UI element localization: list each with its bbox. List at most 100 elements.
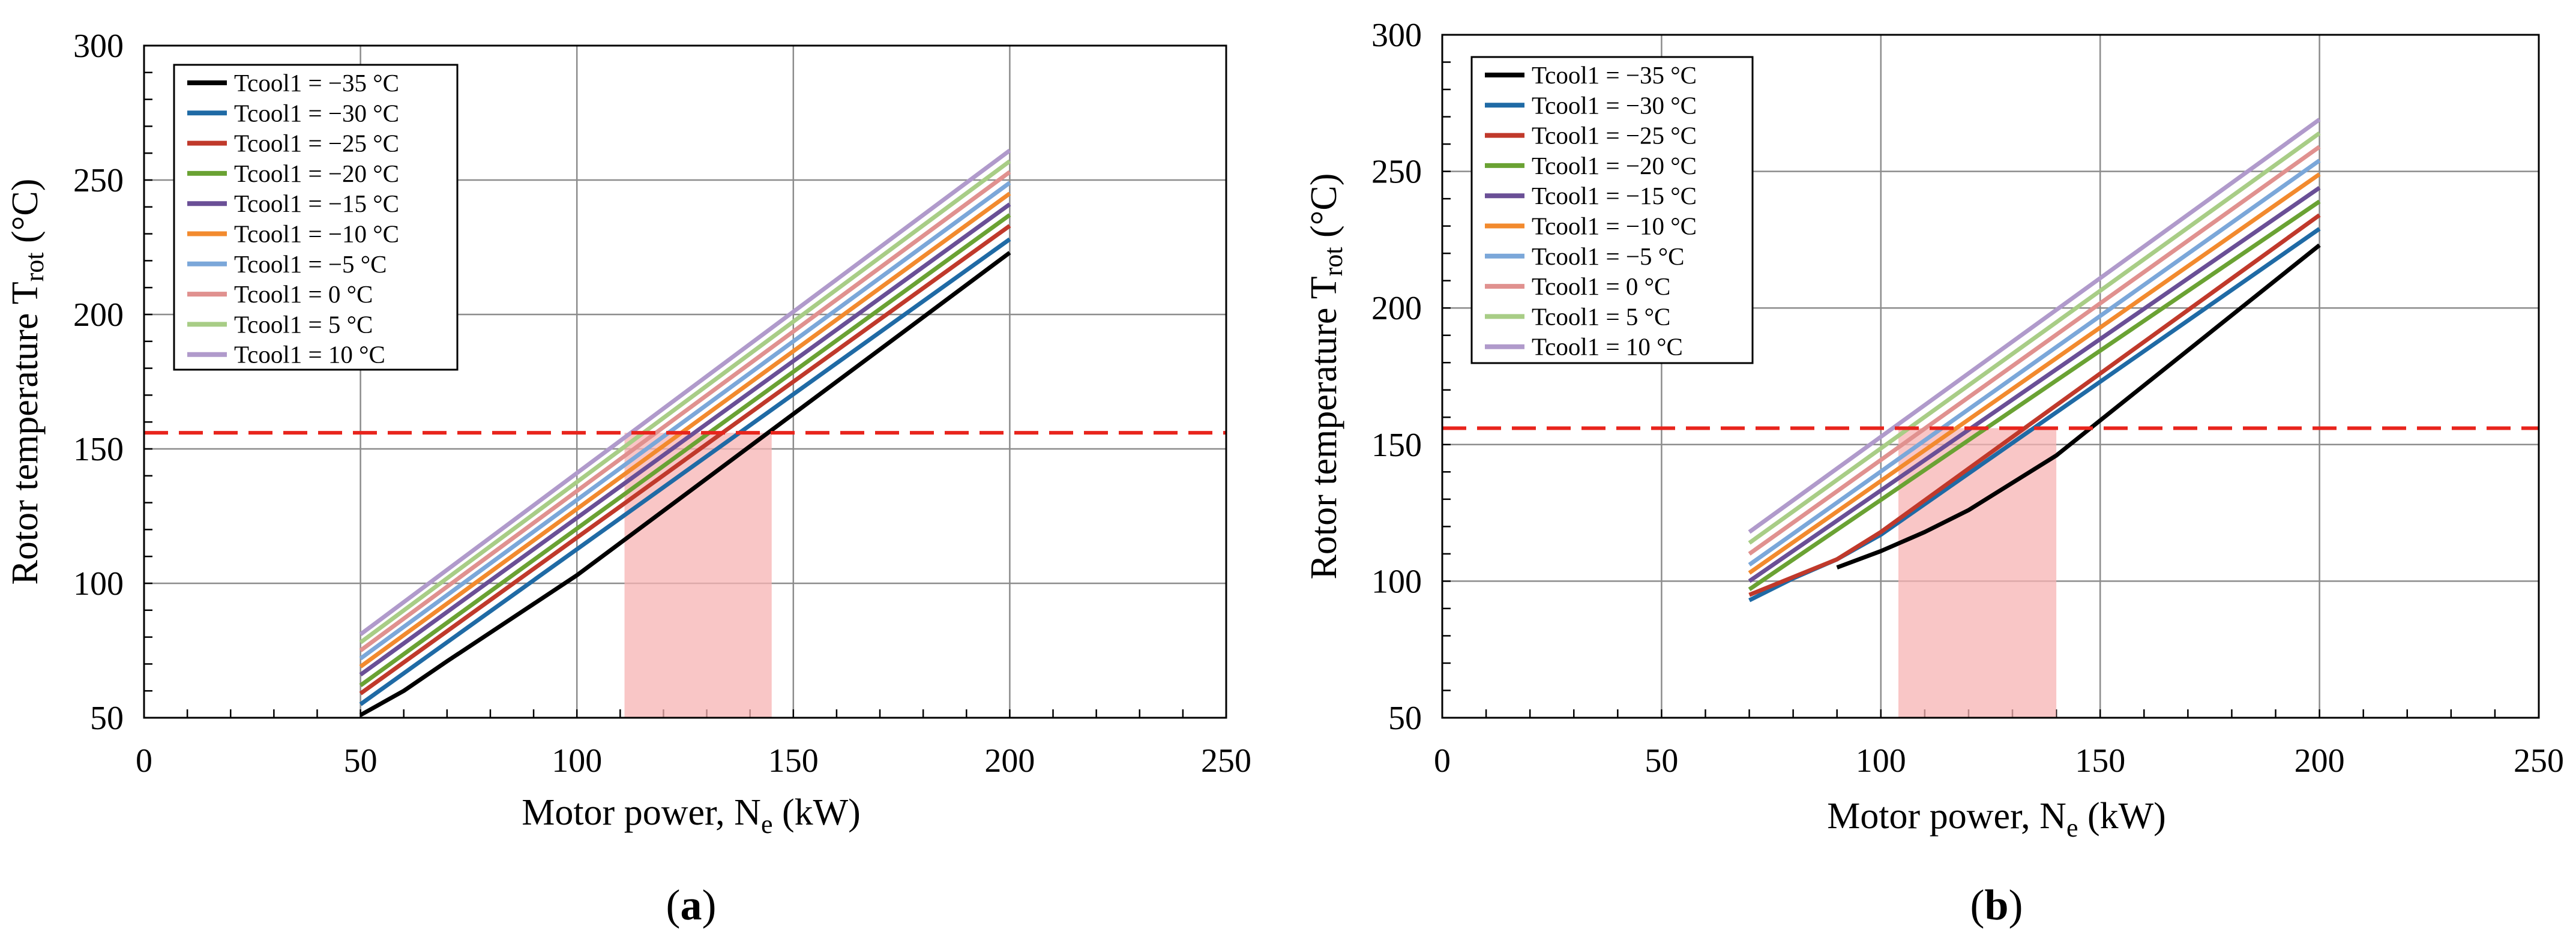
y-tick-label: 150 [73,431,124,468]
x-axis-label: Motor power, Ne (kW) [522,792,861,839]
series-line [1836,243,2321,570]
x-tick-label: 50 [344,742,378,780]
y-tick-label: 300 [1371,17,1422,54]
series-line [359,191,1011,669]
x-tick-label: 100 [552,742,602,780]
y-axis-label-sub: rot [1319,247,1348,277]
y-axis-label-end: (°C) [5,179,46,253]
y-tick-labels: 50 100 150 200 250 300 [1371,17,1422,737]
x-tick-label: 0 [136,742,152,780]
x-tick-label: 50 [1645,742,1678,780]
x-tick-label: 250 [1201,742,1251,780]
panel-label-letter: a [681,881,702,929]
chart-panel-b: 0 50 100 150 200 250 50 100 150 200 250 300 Motor … [1304,17,2564,929]
legend-entry: Tcool1 = −35 °C [1532,61,1697,89]
y-tick-label: 250 [73,162,124,199]
series-line [359,213,1011,688]
legend-entry: Tcool1 = −25 °C [234,130,399,157]
panel-label-close: ) [702,881,717,929]
x-tick-label: 100 [1856,742,1906,780]
legend-box [173,64,459,371]
x-tick-label: 250 [2514,742,2564,780]
x-tick-labels: 0 50 100 150 200 250 [136,742,1251,780]
series-line [359,181,1011,661]
y-tick-label: 300 [73,28,124,65]
x-tick-label: 150 [768,742,819,780]
y-axis-label-sub: rot [20,253,49,282]
series-line [359,237,1011,706]
series-line [359,170,1011,652]
x-axis-label-sub: e [2066,813,2078,843]
legend-entry: Tcool1 = 0 °C [234,280,373,308]
plot-frame [1441,34,2540,719]
grid-lines [143,44,1227,719]
x-axis-label-sub: e [761,810,773,839]
panel-label-open: ( [666,881,681,929]
x-axis-label-main: Motor power, N [1827,796,2066,837]
legend-box [1470,56,1754,364]
x-axis-label-main: Motor power, N [522,792,761,833]
x-axis-label: Motor power, Ne (kW) [1827,796,2166,843]
y-tick-label: 200 [1371,290,1422,327]
series-line [1748,172,2321,575]
plot-frame [143,44,1227,719]
y-tick-label: 50 [90,700,124,737]
feasible-region [1898,428,2057,718]
y-axis-label: Rotor temperature Trot (°C) [5,179,49,585]
chart-panel-a: 0 50 100 150 200 250 50 100 150 200 250 300 Motor … [5,28,1251,929]
legend-entry: Tcool1 = −30 °C [1532,91,1697,119]
legend-entry: Tcool1 = −30 °C [234,99,399,127]
panel-label-letter: b [1984,881,2008,929]
series-line [359,251,1011,717]
y-tick-label: 250 [1371,154,1422,191]
minor-ticks [143,44,1227,719]
series-line [1748,145,2321,556]
plot-border [1441,34,2540,719]
legend-entry: Tcool1 = 5 °C [1532,302,1670,330]
legend-entry: Tcool1 = −5 °C [1532,242,1685,270]
feasible-region [624,433,772,718]
y-axis-label-main: Rotor temperature T [1304,276,1344,579]
series-line [1748,213,2321,597]
legend-entry: Tcool1 = −35 °C [234,69,399,97]
x-tick-label: 150 [2075,742,2125,780]
shaded-region [624,433,772,718]
y-tick-label: 200 [73,296,124,334]
y-tick-label: 50 [1388,700,1422,737]
x-axis-label-end: (kW) [2078,796,2165,837]
legend-entry: Tcool1 = −15 °C [1532,182,1697,209]
x-tick-label: 200 [2295,742,2345,780]
series-line [359,159,1011,645]
legend-entry: Tcool1 = 10 °C [1532,333,1683,361]
series-line [1748,186,2321,583]
y-tick-label: 150 [1371,427,1422,464]
series-line [359,202,1011,677]
panel-label-close: ) [2009,881,2023,929]
x-tick-label: 200 [984,742,1035,780]
y-tick-label: 100 [1371,563,1422,600]
legend-entry: Tcool1 = 5 °C [234,310,373,338]
legend-entry: Tcool1 = −20 °C [234,160,399,187]
legend-entry: Tcool1 = −20 °C [1532,152,1697,179]
legend-entry: Tcool1 = 10 °C [234,341,385,368]
panel-label-open: ( [1970,881,1984,929]
legend-entry: Tcool1 = −10 °C [1532,212,1697,240]
plot-border [143,44,1227,719]
y-axis-label: Rotor temperature Trot (°C) [1304,173,1348,580]
series-line [1748,158,2321,567]
legend-entry: Tcool1 = 0 °C [1532,272,1670,300]
x-tick-label: 0 [1434,742,1451,780]
x-tick-labels: 0 50 100 150 200 250 [1434,742,2564,780]
legend-entry: Tcool1 = −10 °C [234,220,399,248]
legend-entry: Tcool1 = −25 °C [1532,122,1697,149]
series-line [359,224,1011,696]
y-axis-label-end: (°C) [1304,173,1344,247]
x-axis-label-end: (kW) [772,792,860,833]
y-tick-label: 100 [73,565,124,603]
panel-label-b: (b) [1970,881,2023,929]
legend-entry: Tcool1 = −15 °C [234,190,399,217]
panel-label-a: (a) [666,881,717,929]
